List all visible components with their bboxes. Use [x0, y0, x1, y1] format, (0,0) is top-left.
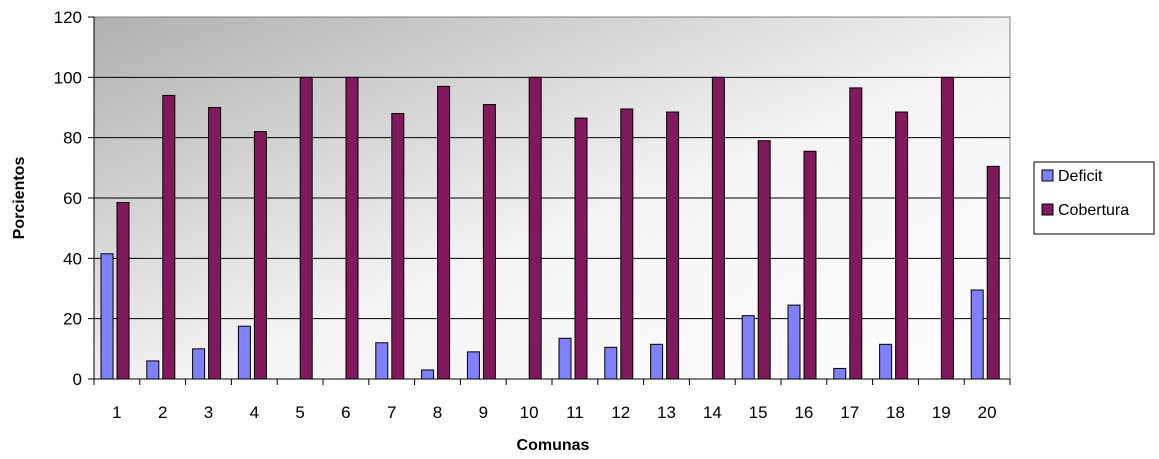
- bar-deficit-3: [192, 348, 206, 380]
- y-tick-label: 20: [63, 310, 82, 329]
- bar-cobertura-15: [757, 140, 771, 380]
- y-axis-title: Porcientos: [11, 157, 28, 240]
- bar-deficit-20: [970, 289, 984, 380]
- bar-cobertura-2: [162, 94, 176, 380]
- x-tick-labels: 1 2 3 4 5 6 7 8 9 10 11 12 13 14 15 16 17 18 19 20: [112, 403, 996, 422]
- x-tick-label: 18: [886, 403, 905, 422]
- bar-deficit-8: [421, 369, 435, 380]
- x-tick-label: 16: [794, 403, 813, 422]
- x-tick-label: 19: [932, 403, 951, 422]
- x-tick-label: 20: [978, 403, 997, 422]
- x-tick-label: 10: [520, 403, 539, 422]
- x-tick-label: 8: [433, 403, 442, 422]
- bar-cobertura-7: [391, 113, 405, 380]
- x-tick-label: 12: [611, 403, 630, 422]
- x-axis-title: Comunas: [517, 437, 590, 454]
- legend-swatch-deficit: [1041, 169, 1054, 182]
- bar-cobertura-17: [849, 87, 863, 380]
- bar-deficit-11: [558, 337, 572, 380]
- x-tick-label: 3: [204, 403, 213, 422]
- x-tick-label: 14: [703, 403, 722, 422]
- bar-cobertura-1: [116, 202, 130, 380]
- legend-label-deficit: Deficit: [1058, 168, 1103, 185]
- bar-deficit-15: [741, 315, 755, 380]
- bar-deficit-7: [375, 342, 389, 380]
- x-tick-label: 9: [479, 403, 488, 422]
- x-tick-label: 11: [566, 403, 584, 422]
- x-tick-label: 15: [749, 403, 768, 422]
- bar-cobertura-19: [940, 76, 954, 380]
- legend-box: [1033, 161, 1155, 235]
- y-tick-label: 100: [54, 68, 82, 87]
- legend-swatch-cobertura: [1041, 203, 1054, 216]
- bar-cobertura-9: [482, 103, 496, 380]
- bar-deficit-1: [100, 253, 114, 380]
- y-tick-label: 120: [54, 8, 82, 27]
- y-tick-label: 0: [73, 370, 82, 389]
- x-tick-label: 13: [657, 403, 676, 422]
- x-tick-label: 2: [158, 403, 167, 422]
- y-tick-label: 80: [63, 129, 82, 148]
- x-tick-label: 7: [387, 403, 396, 422]
- x-tick-label: 4: [250, 403, 259, 422]
- bar-deficit-2: [146, 360, 160, 380]
- x-tick-label: 5: [295, 403, 304, 422]
- bar-deficit-18: [879, 343, 893, 380]
- bar-cobertura-3: [208, 107, 222, 380]
- bar-cobertura-20: [986, 165, 1000, 380]
- bar-cobertura-18: [895, 111, 909, 380]
- bar-deficit-17: [833, 367, 847, 380]
- bar-cobertura-14: [711, 76, 725, 380]
- bar-cobertura-6: [345, 76, 359, 380]
- y-tick-label: 60: [63, 189, 82, 208]
- bar-cobertura-5: [299, 76, 313, 380]
- legend-label-cobertura: Cobertura: [1058, 202, 1129, 219]
- x-tick-label: 6: [341, 403, 350, 422]
- x-tick-label: 17: [840, 403, 859, 422]
- bar-cobertura-12: [620, 108, 634, 380]
- bars: [100, 76, 1000, 380]
- bar-cobertura-10: [528, 76, 542, 380]
- bar-deficit-9: [466, 351, 480, 380]
- bar-cobertura-4: [253, 131, 267, 380]
- bar-cobertura-16: [803, 150, 817, 380]
- y-tick-labels: 0 20 40 60 80 100 120: [54, 8, 82, 389]
- bar-cobertura-13: [666, 111, 680, 380]
- bar-cobertura-11: [574, 117, 588, 380]
- bar-cobertura-8: [437, 85, 451, 380]
- x-tick-label: 1: [112, 403, 121, 422]
- y-tick-label: 40: [63, 249, 82, 268]
- bar-deficit-16: [787, 304, 801, 380]
- axes: [88, 16, 1011, 385]
- legend: Deficit Cobertura: [1033, 161, 1155, 235]
- bar-deficit-4: [237, 325, 251, 380]
- bar-deficit-12: [604, 346, 618, 380]
- bar-deficit-13: [650, 343, 664, 380]
